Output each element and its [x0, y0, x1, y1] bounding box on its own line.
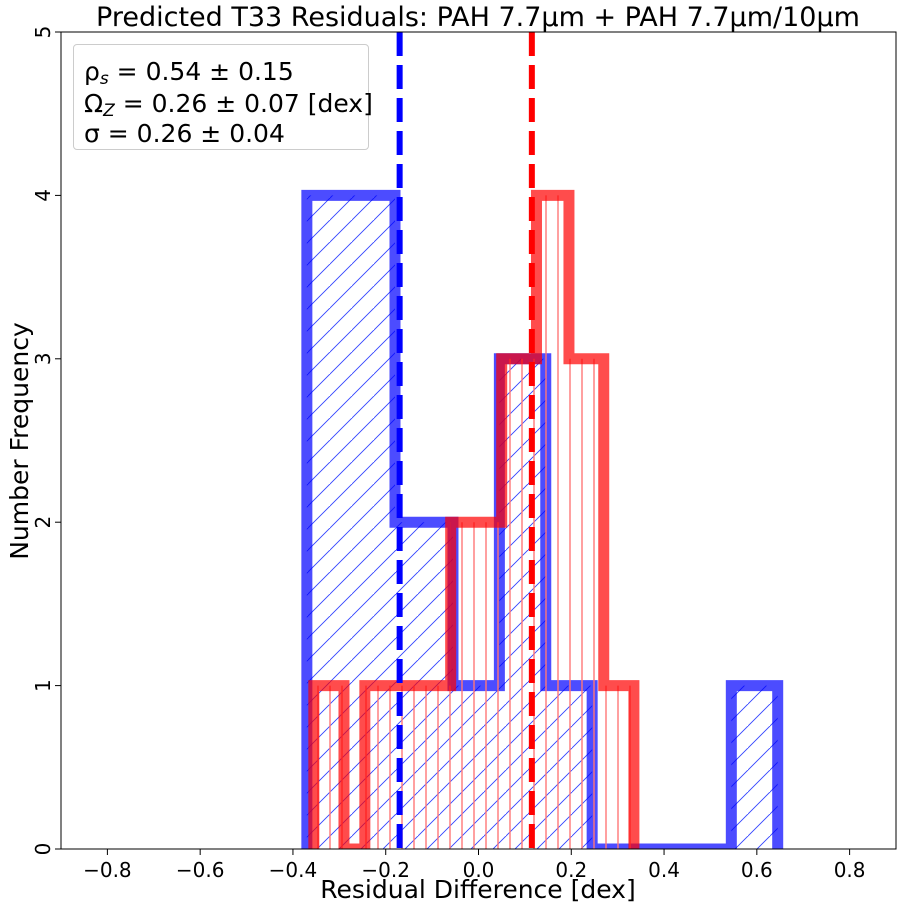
x-tick-label: 0.0 [463, 858, 495, 882]
y-axis-label: Number Frequency [5, 322, 34, 560]
x-tick-label: 0.4 [648, 858, 680, 882]
histogram-layer [301, 189, 784, 849]
x-tick-label: −0.2 [361, 858, 410, 882]
y-tick-label: 2 [31, 516, 55, 529]
x-tick-label: −0.8 [83, 858, 132, 882]
stats-annotation-box: ρs = 0.54 ± 0.15 ΩZ = 0.26 ± 0.07 [dex] … [73, 44, 373, 150]
omega-subscript: Z [103, 101, 115, 121]
y-tick-label: 5 [31, 26, 55, 39]
rho-value: = 0.54 ± 0.15 [108, 57, 294, 86]
y-tick-label: 3 [31, 352, 55, 365]
mean-lines-layer [396, 32, 535, 849]
omega-symbol: Ω [84, 89, 104, 118]
y-tick-label: 1 [31, 679, 55, 692]
rho-subscript: s [99, 69, 109, 89]
y-tick-label: 4 [31, 189, 55, 202]
spearman-rho-line: ρs = 0.54 ± 0.15 [84, 57, 294, 94]
rho-symbol: ρ [84, 57, 100, 86]
x-tick-label: 0.2 [555, 858, 587, 882]
histogram-outline-1 [308, 189, 640, 849]
x-tick-label: −0.4 [269, 858, 318, 882]
x-axis: −0.8 −0.6 −0.4 −0.2 0.0 0.2 0.4 0.6 0.8 [83, 849, 866, 882]
x-tick-label: 0.6 [741, 858, 773, 882]
x-tick-label: 0.8 [834, 858, 866, 882]
sigma-line: σ = 0.26 ± 0.04 [84, 119, 285, 148]
x-axis-label: Residual Difference [dex] [320, 875, 635, 904]
chart-title: Predicted T33 Residuals: PAH 7.7µm + PAH… [96, 2, 860, 33]
y-axis: 0 1 2 3 4 5 [31, 26, 61, 856]
x-tick-label: −0.6 [176, 858, 225, 882]
y-tick-label: 0 [31, 843, 55, 856]
omega-value: = 0.26 ± 0.07 [dex] [114, 89, 373, 118]
omega-line: ΩZ = 0.26 ± 0.07 [dex] [84, 89, 373, 126]
